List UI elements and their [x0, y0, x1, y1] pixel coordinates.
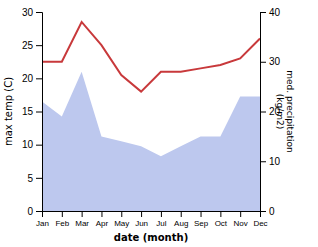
tick: Sep — [194, 211, 209, 228]
tick: Jun — [135, 211, 148, 228]
tick-label: Mar — [75, 219, 89, 228]
tick-label: 20 — [22, 73, 34, 84]
y2-axis-title: med. precipitation(kg/m2) — [275, 70, 295, 152]
tick-label: Jan — [36, 219, 49, 228]
tick-mark — [82, 211, 83, 217]
tick: Apr — [96, 211, 109, 228]
tick-label: 40 — [269, 7, 281, 18]
tick-mark — [260, 161, 266, 162]
tick: Oct — [215, 211, 228, 228]
tick-label: Nov — [234, 219, 248, 228]
tick-label: Oct — [215, 219, 228, 228]
tick-mark — [260, 62, 266, 63]
tick-mark — [36, 178, 42, 179]
chart: JanFebMarAprMayJunJulAugSepOctNovDec0510… — [0, 0, 318, 247]
x-axis-title: date (month) — [114, 232, 188, 243]
tick-mark — [36, 78, 42, 79]
tick-label: Apr — [96, 219, 109, 228]
tick-mark — [141, 211, 142, 217]
tick-label: 0 — [269, 206, 275, 217]
tick: 0 — [260, 206, 275, 217]
tick-label: Jul — [156, 219, 166, 228]
tick-mark — [36, 45, 42, 46]
y-axis: 0 5 10 15 20 25 30 — [22, 7, 43, 217]
tick-label: Aug — [174, 219, 188, 228]
tick-label: Sep — [194, 219, 209, 228]
tick-mark — [36, 211, 42, 212]
tick: 10 — [260, 156, 281, 167]
tick-label: 10 — [22, 139, 34, 150]
tick-label: 10 — [269, 156, 281, 167]
tick: Jan — [36, 211, 49, 228]
tick: Nov — [234, 211, 248, 228]
tick: 40 — [260, 7, 281, 18]
tick: 25 — [22, 40, 42, 51]
tick-mark — [201, 211, 202, 217]
tick-mark — [121, 211, 122, 217]
tick: 10 — [22, 139, 42, 150]
tick: 30 — [260, 56, 281, 67]
tick: Aug — [174, 211, 188, 228]
tick: 15 — [22, 106, 42, 117]
tick-mark — [36, 112, 42, 113]
tick-mark — [101, 211, 102, 217]
marks — [42, 22, 260, 211]
tick-label: Feb — [55, 219, 69, 228]
tick: 5 — [27, 173, 42, 184]
axis-line — [43, 212, 261, 218]
axis-line — [36, 13, 43, 212]
line — [42, 22, 260, 92]
tick-mark — [161, 211, 162, 217]
tick: 30 — [22, 7, 42, 18]
y2-axis-title-line: med. precipitation — [285, 70, 295, 152]
tick-mark — [36, 12, 42, 13]
tick: 20 — [22, 73, 42, 84]
tick-label: 5 — [27, 173, 33, 184]
tick-mark — [260, 12, 266, 13]
plot: JanFebMarAprMayJunJulAugSepOctNovDec0510… — [3, 7, 295, 243]
tick: Mar — [75, 211, 89, 228]
tick-mark — [181, 211, 182, 217]
tick: Jul — [156, 211, 166, 228]
tick-label: 30 — [22, 7, 34, 18]
tick-label: 15 — [22, 106, 34, 117]
tick-label: 25 — [22, 40, 34, 51]
tick-label: Dec — [253, 219, 267, 228]
tick-label: May — [114, 219, 129, 228]
tick: May — [114, 211, 129, 228]
axis-line — [261, 13, 267, 212]
y-axis-title: max temp (C) — [3, 77, 14, 146]
y2-axis-title-line: (kg/m2) — [275, 94, 285, 129]
tick-mark — [36, 145, 42, 146]
tick-label: 0 — [27, 206, 33, 217]
tick-label: 30 — [269, 56, 281, 67]
tick-mark — [260, 211, 266, 212]
tick-mark — [260, 112, 266, 113]
tick: Feb — [55, 211, 69, 228]
tick: Dec — [253, 211, 267, 228]
tick-label: Jun — [135, 219, 148, 228]
tick-mark — [220, 211, 221, 217]
x-axis: Jan Feb Mar Apr May Jun Jul Aug Sep Oct Nov Dec — [36, 211, 268, 228]
tick-mark — [240, 211, 241, 217]
tick: 0 — [27, 206, 42, 217]
tick-mark — [62, 211, 63, 217]
area — [42, 72, 260, 211]
